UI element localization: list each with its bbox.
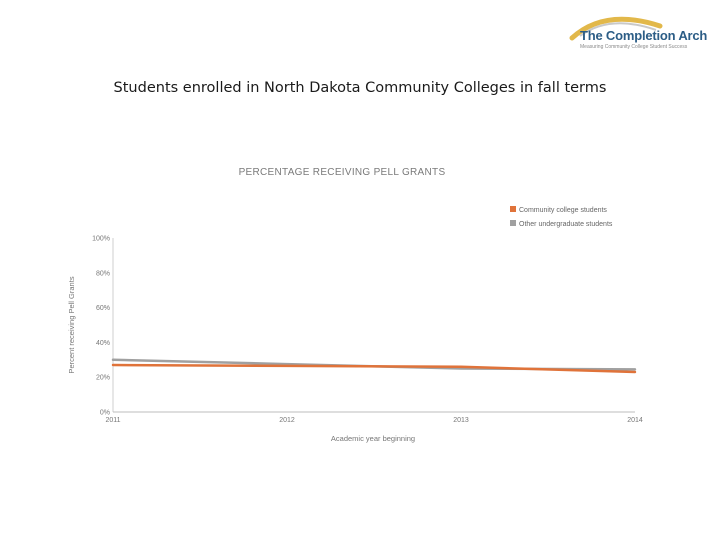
chart-legend: Community college students Other undergr… (510, 206, 613, 228)
y-tick-label: 40% (96, 340, 110, 347)
logo-tagline: Measuring Community College Student Succ… (580, 44, 688, 50)
x-tick-labels: 2011 2012 2013 2014 (105, 417, 642, 424)
arch-icon (569, 16, 663, 41)
y-tick-label: 0% (100, 410, 110, 417)
chart-title: PERCENTAGE RECEIVING PELL GRANTS (239, 167, 446, 178)
series-lines (111, 358, 637, 374)
y-tick-label: 80% (96, 270, 110, 277)
x-tick-label: 2011 (105, 417, 120, 424)
y-tick-label: 60% (96, 305, 110, 312)
x-tick-label: 2013 (453, 417, 469, 424)
legend-label-other-undergraduate: Other undergraduate students (519, 221, 613, 228)
series-line-community-college (111, 363, 637, 374)
y-axis-title: Percent receiving Pell Grants (67, 276, 76, 373)
x-axis-title: Academic year beginning (331, 434, 415, 443)
y-tick-label: 100% (92, 236, 110, 243)
legend-swatch-other-undergraduate (510, 220, 516, 226)
logo-name: The Completion Arch (580, 28, 708, 43)
legend-label-community-college: Community college students (519, 207, 607, 214)
completion-arch-logo: The Completion Arch Measuring Community … (560, 10, 710, 54)
legend-swatch-community-college (510, 206, 516, 212)
y-tick-label: 20% (96, 375, 110, 382)
x-tick-label: 2012 (279, 417, 295, 424)
slide-title: Students enrolled in North Dakota Commun… (113, 80, 607, 96)
y-tick-labels: 0% 20% 40% 60% 80% 100% (92, 236, 110, 417)
x-tick-label: 2014 (627, 417, 643, 424)
